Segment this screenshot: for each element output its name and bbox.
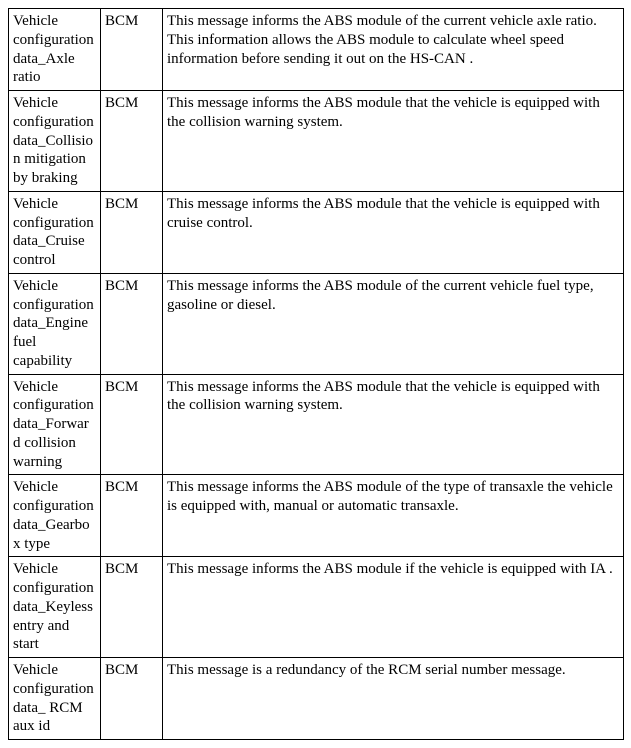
cell-desc: This message informs the ABS module of t… [163, 475, 624, 557]
cell-source: BCM [101, 191, 163, 273]
config-data-table: Vehicle configuration data_Axle ratio BC… [8, 8, 624, 740]
table-row: Vehicle configuration data_Keyless entry… [9, 557, 624, 658]
cell-source: BCM [101, 658, 163, 740]
cell-name: Vehicle configuration data_Axle ratio [9, 9, 101, 91]
table-row: Vehicle configuration data_Engine fuel c… [9, 273, 624, 374]
cell-source: BCM [101, 374, 163, 475]
table-row: Vehicle configuration data_Gearbox type … [9, 475, 624, 557]
cell-name: Vehicle configuration data_Keyless entry… [9, 557, 101, 658]
cell-source: BCM [101, 91, 163, 192]
table-row: Vehicle configuration data_ RCM aux id B… [9, 658, 624, 740]
table-row: Vehicle configuration data_Axle ratio BC… [9, 9, 624, 91]
cell-source: BCM [101, 9, 163, 91]
cell-source: BCM [101, 475, 163, 557]
table-row: Vehicle configuration data_Cruise contro… [9, 191, 624, 273]
cell-source: BCM [101, 273, 163, 374]
cell-desc: This message informs the ABS module that… [163, 91, 624, 192]
table-row: Vehicle configuration data_Collision mit… [9, 91, 624, 192]
cell-name: Vehicle configuration data_Collision mit… [9, 91, 101, 192]
cell-desc: This message informs the ABS module that… [163, 374, 624, 475]
cell-name: Vehicle configuration data_ RCM aux id [9, 658, 101, 740]
cell-desc: This message is a redundancy of the RCM … [163, 658, 624, 740]
table-row: Vehicle configuration data_Forward colli… [9, 374, 624, 475]
cell-desc: This message informs the ABS module that… [163, 191, 624, 273]
cell-name: Vehicle configuration data_Forward colli… [9, 374, 101, 475]
cell-desc: This message informs the ABS module of t… [163, 9, 624, 91]
cell-name: Vehicle configuration data_Gearbox type [9, 475, 101, 557]
cell-source: BCM [101, 557, 163, 658]
cell-name: Vehicle configuration data_Engine fuel c… [9, 273, 101, 374]
cell-name: Vehicle configuration data_Cruise contro… [9, 191, 101, 273]
cell-desc: This message informs the ABS module if t… [163, 557, 624, 658]
cell-desc: This message informs the ABS module of t… [163, 273, 624, 374]
